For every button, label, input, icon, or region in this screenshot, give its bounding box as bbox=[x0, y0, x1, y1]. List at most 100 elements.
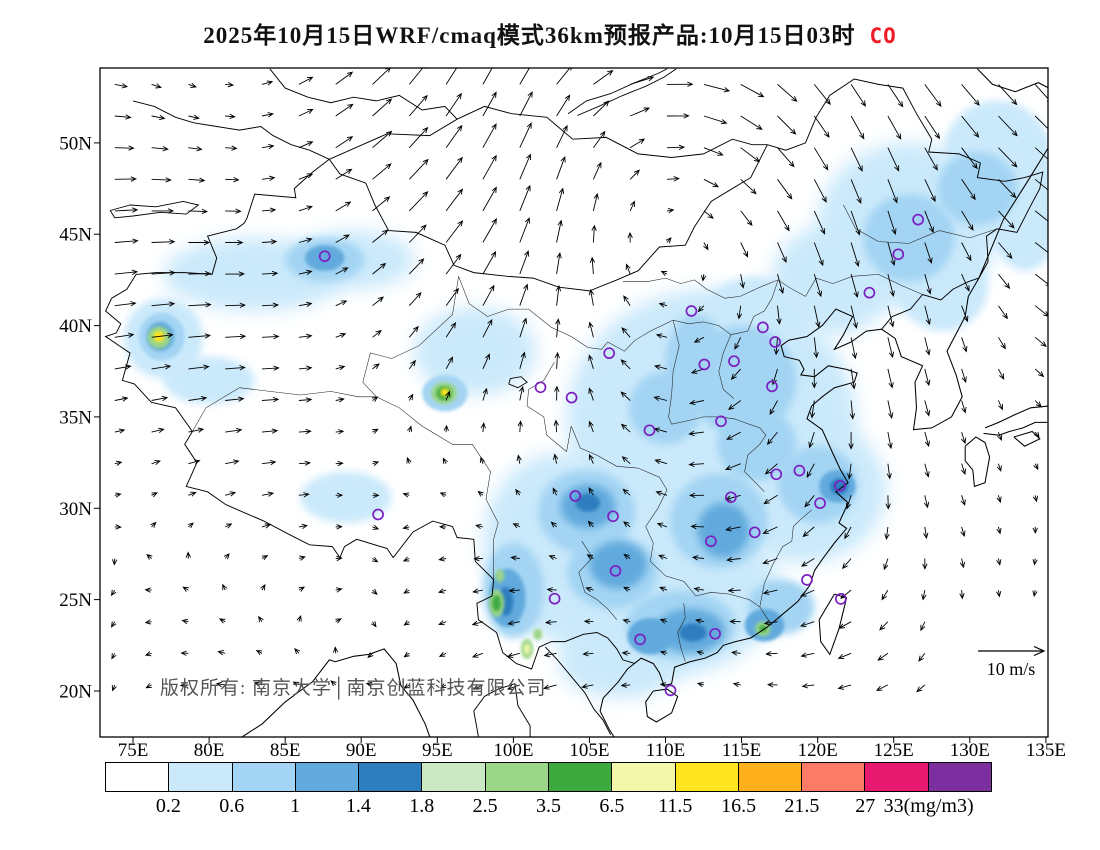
wind-arrow bbox=[114, 269, 139, 275]
wind-arrow bbox=[261, 302, 280, 308]
wind-arrow bbox=[703, 115, 728, 125]
province-path bbox=[192, 276, 459, 432]
wind-arrow bbox=[408, 258, 425, 275]
wind-arrow bbox=[924, 242, 933, 264]
wind-arrow bbox=[372, 98, 393, 117]
wind-arrow bbox=[335, 332, 347, 338]
wind-arrow bbox=[850, 147, 863, 172]
wind-arrow bbox=[620, 682, 631, 688]
colorbar-cell bbox=[105, 762, 170, 792]
wind-arrow bbox=[553, 453, 559, 464]
wind-arrow bbox=[298, 76, 314, 85]
station-markers bbox=[318, 213, 924, 697]
wind-arrow bbox=[777, 210, 790, 232]
wind-arrow bbox=[180, 650, 189, 656]
wind-arrow bbox=[298, 586, 306, 592]
wind-arrow bbox=[726, 556, 741, 563]
wind-arrow bbox=[553, 419, 559, 433]
wind-arrow bbox=[114, 492, 122, 498]
wind-arrow bbox=[777, 273, 785, 295]
wind-arrow bbox=[519, 351, 526, 370]
wind-arrow bbox=[696, 682, 705, 688]
wind-arrow bbox=[1032, 526, 1038, 534]
wind-arrow bbox=[471, 620, 484, 626]
station-marker bbox=[725, 491, 737, 504]
wind-arrow bbox=[261, 207, 277, 213]
coastline-path bbox=[1013, 430, 1041, 447]
wind-arrow bbox=[261, 523, 272, 529]
wind-arrow bbox=[766, 431, 778, 445]
wind-arrow bbox=[335, 365, 346, 371]
wind-arrow bbox=[298, 173, 314, 180]
wind-arrow bbox=[961, 179, 976, 201]
wind-arrow bbox=[961, 431, 967, 445]
station-marker bbox=[318, 250, 331, 263]
wind-vectors bbox=[110, 68, 1048, 693]
wind-arrow bbox=[659, 682, 668, 688]
wind-arrow bbox=[887, 210, 897, 235]
province-path bbox=[650, 561, 773, 626]
wind-arrow bbox=[445, 253, 462, 275]
wind-arrow bbox=[593, 100, 610, 117]
wind-arrow bbox=[298, 428, 312, 435]
wind-arrow bbox=[556, 94, 571, 117]
wind-arrow bbox=[445, 188, 464, 212]
wind-arrow bbox=[185, 551, 192, 559]
wind-arrow bbox=[845, 495, 852, 510]
wind-arrow bbox=[550, 521, 557, 528]
colorbar: 0.2 0.6 1 1.4 1.8 2.5 3.5 6.5 11.5 16.5 21.5 27 33(m… bbox=[105, 762, 992, 817]
wind-arrow bbox=[620, 359, 631, 370]
wind-arrow bbox=[225, 82, 235, 88]
wind-arrow bbox=[372, 556, 379, 563]
wind-arrow bbox=[439, 683, 447, 689]
colorbar-label: 16.5 bbox=[721, 795, 757, 817]
wind-arrow bbox=[403, 620, 410, 626]
wind-arrow bbox=[253, 681, 263, 687]
wind-arrow bbox=[298, 333, 313, 339]
wind-arrow bbox=[1034, 147, 1048, 160]
wind-arrow bbox=[367, 652, 374, 659]
wind-arrow bbox=[583, 618, 594, 625]
wind-arrow bbox=[620, 423, 631, 433]
page-title: 2025年10月15日WRF/cmaq模式36km预报产品:10月15日03时 C… bbox=[0, 16, 1100, 50]
wind-arrow bbox=[623, 521, 631, 528]
wind-arrow bbox=[658, 554, 668, 560]
station-marker bbox=[548, 592, 561, 605]
wind-arrow bbox=[924, 273, 932, 295]
wind-arrow bbox=[703, 242, 709, 251]
wind-arrow bbox=[555, 318, 561, 338]
station-marker bbox=[834, 479, 846, 492]
wind-arrow bbox=[215, 681, 226, 688]
wind-arrow bbox=[773, 337, 780, 356]
lat-tick-label: 20N bbox=[59, 682, 92, 703]
wind-arrow bbox=[151, 83, 162, 89]
wind-arrow bbox=[739, 274, 745, 289]
wind-arrow bbox=[261, 270, 279, 277]
wind-arrow bbox=[581, 683, 594, 689]
wind-arrow bbox=[802, 526, 815, 538]
wind-arrow bbox=[691, 555, 704, 561]
colorbar-cell bbox=[358, 762, 423, 792]
wind-arrow bbox=[923, 495, 930, 509]
wind-arrow bbox=[921, 590, 927, 601]
wind-arrow bbox=[335, 397, 345, 403]
wind-arrow bbox=[769, 400, 778, 416]
wind-arrow bbox=[740, 178, 757, 195]
wind-arrow bbox=[593, 130, 606, 148]
wind-arrow bbox=[1034, 115, 1048, 130]
wind-arrow bbox=[996, 590, 1002, 598]
wind-arrow bbox=[629, 138, 646, 149]
province-path bbox=[570, 425, 668, 562]
wind-arrow bbox=[850, 273, 859, 299]
colorbar-label: 27 bbox=[855, 795, 876, 817]
wind-arrow bbox=[847, 463, 853, 480]
wind-arrow bbox=[519, 91, 533, 117]
wind-arrow bbox=[659, 618, 668, 624]
wind-arrow bbox=[729, 618, 741, 625]
wind-arrow bbox=[372, 229, 389, 243]
colorbar-cell bbox=[611, 762, 676, 792]
wind-arrow bbox=[296, 614, 302, 622]
wind-arrow bbox=[837, 652, 852, 659]
wind-arrow bbox=[961, 115, 980, 138]
wind-arrow bbox=[591, 224, 597, 243]
